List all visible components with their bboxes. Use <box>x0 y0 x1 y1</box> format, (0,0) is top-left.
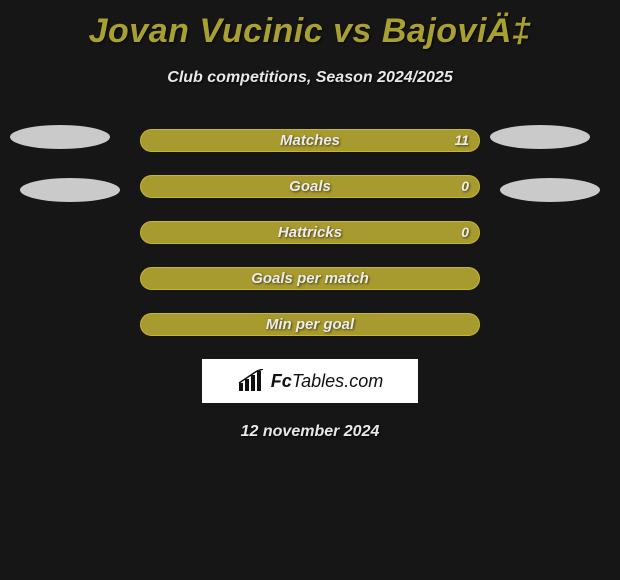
stat-row: Hattricks 0 <box>0 221 620 244</box>
decor-ellipse-left-1 <box>10 125 110 149</box>
logo-mid: Tables <box>292 371 344 391</box>
stats-rows: Matches 11 Goals 0 Hattricks 0 Goals per… <box>0 129 620 336</box>
stat-label: Matches <box>141 132 479 149</box>
stat-value: 0 <box>461 178 469 194</box>
page-title: Jovan Vucinic vs BajoviÄ‡ <box>0 0 620 51</box>
decor-ellipse-right-2 <box>500 178 600 202</box>
stat-row: Min per goal <box>0 313 620 336</box>
stat-row: Goals per match <box>0 267 620 290</box>
stat-label: Min per goal <box>141 316 479 333</box>
stat-bar: Hattricks 0 <box>140 221 480 244</box>
stat-value: 0 <box>461 224 469 240</box>
decor-ellipse-right-1 <box>490 125 590 149</box>
stat-bar: Goals per match <box>140 267 480 290</box>
bar-chart-icon <box>237 369 265 393</box>
date-label: 12 november 2024 <box>0 423 620 441</box>
decor-ellipse-left-2 <box>20 178 120 202</box>
stat-bar: Matches 11 <box>140 129 480 152</box>
stat-bar: Min per goal <box>140 313 480 336</box>
page-subtitle: Club competitions, Season 2024/2025 <box>0 69 620 87</box>
stat-label: Goals per match <box>141 270 479 287</box>
logo-pre: Fc <box>271 371 292 391</box>
logo-box: FcTables.com <box>202 359 418 403</box>
stat-bar: Goals 0 <box>140 175 480 198</box>
logo-post: .com <box>344 371 383 391</box>
stat-value: 11 <box>454 132 469 148</box>
stat-label: Goals <box>141 178 479 195</box>
stat-label: Hattricks <box>141 224 479 241</box>
logo-text: FcTables.com <box>271 371 383 392</box>
logo: FcTables.com <box>237 369 383 393</box>
